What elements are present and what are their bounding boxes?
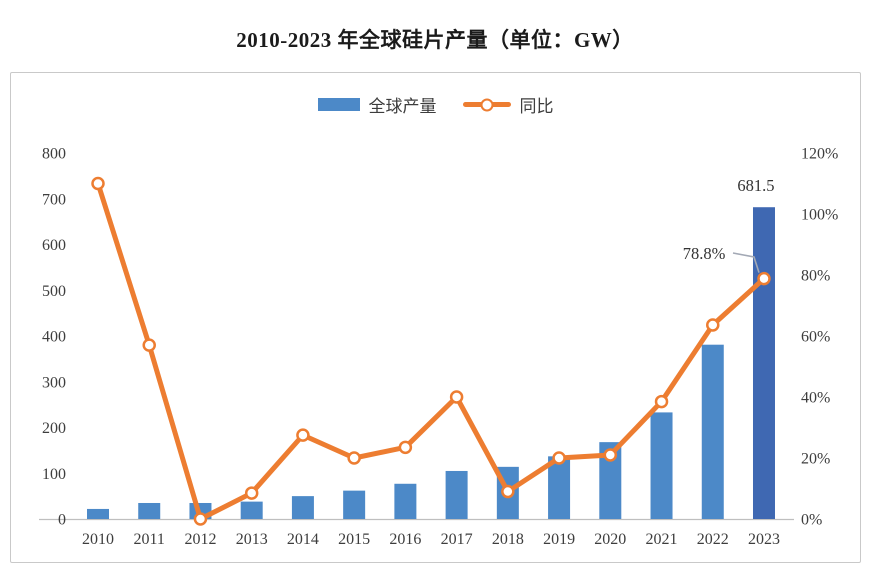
x-axis-label-2011: 2011 xyxy=(134,531,165,548)
yoy-marker-2014 xyxy=(296,428,310,442)
yoy-marker-2023 xyxy=(757,271,771,286)
bar-2013 xyxy=(240,501,263,519)
yoy-marker-2020 xyxy=(603,448,618,462)
yoy-marker-2018 xyxy=(501,484,515,499)
x-axis-label-2015: 2015 xyxy=(338,531,370,548)
data-label-2023-production: 681.5 xyxy=(737,176,774,195)
yoy-marker-2011 xyxy=(142,338,156,352)
right-axis-tick-60%: 60% xyxy=(801,329,830,346)
chart-title: 2010-2023 年全球硅片产量（单位：GW） xyxy=(236,28,634,52)
bar-2022 xyxy=(701,344,724,519)
x-axis-label-2019: 2019 xyxy=(543,531,575,548)
left-axis-tick-200: 200 xyxy=(42,420,66,437)
x-axis-label-2017: 2017 xyxy=(441,531,473,548)
legend-label-production: 全球产量 xyxy=(368,97,437,116)
bar-2011 xyxy=(138,502,161,519)
bar-2010 xyxy=(87,508,109,519)
yoy-line xyxy=(95,181,767,522)
yoy-marker-2012 xyxy=(193,512,208,526)
x-axis-label-2021: 2021 xyxy=(646,531,678,548)
annotation-leader-line xyxy=(732,252,760,273)
left-axis-tick-100: 100 xyxy=(42,466,66,483)
yoy-marker-2022 xyxy=(706,318,720,332)
right-axis-tick-0%: 0% xyxy=(801,512,822,529)
bar-2014 xyxy=(291,496,314,519)
right-axis-tick-80%: 80% xyxy=(801,268,830,285)
right-axis-tick-40%: 40% xyxy=(801,390,830,407)
bar-2023 xyxy=(752,207,775,519)
line-series-swatch-icon xyxy=(462,98,511,111)
legend-label-yoy: 同比 xyxy=(519,97,554,116)
right-axis-tick-100%: 100% xyxy=(801,207,838,224)
bar-2020 xyxy=(599,442,622,519)
legend: 全球产量 同比 xyxy=(11,92,860,117)
yoy-marker-2010 xyxy=(91,176,105,191)
yoy-marker-2016 xyxy=(398,440,413,455)
x-axis-label-2018: 2018 xyxy=(492,531,524,548)
yoy-marker-2021 xyxy=(654,394,669,409)
yoy-marker-2013 xyxy=(244,486,259,500)
plot-area: 0 100 200 300 400 500 600 700 800 0% 20% 40% 60% 80% 1… xyxy=(39,146,838,548)
left-axis-tick-300: 300 xyxy=(42,374,66,391)
line-marker-icon xyxy=(480,98,493,111)
legend-item-production: 全球产量 xyxy=(317,92,437,117)
x-axis-label-2020: 2020 xyxy=(594,531,626,548)
bar-2019 xyxy=(548,456,571,519)
data-label-2023-yoy: 78.8% xyxy=(683,244,726,263)
left-axis-tick-600: 600 xyxy=(42,237,66,254)
yoy-marker-2017 xyxy=(449,390,464,404)
left-axis-tick-400: 400 xyxy=(42,329,66,346)
x-axis-label-2023: 2023 xyxy=(748,531,780,548)
x-axis-label-2012: 2012 xyxy=(184,531,216,548)
bar-2017 xyxy=(445,470,468,519)
x-axis-label-2014: 2014 xyxy=(287,531,319,548)
x-axis-label-2013: 2013 xyxy=(236,531,268,548)
left-axis-tick-800: 800 xyxy=(42,146,66,163)
left-axis-tick-0: 0 xyxy=(58,512,66,529)
bar-2015 xyxy=(343,490,366,519)
yoy-marker-2015 xyxy=(347,451,361,465)
x-axis-label-2016: 2016 xyxy=(389,531,421,548)
x-axis-label-2010: 2010 xyxy=(82,531,114,548)
bar-2021 xyxy=(650,412,673,519)
right-axis-tick-120%: 120% xyxy=(801,146,838,163)
chart-frame: 全球产量 同比 0 100 200 300 400 500 600 700 800 0% 20% 40… xyxy=(10,72,861,563)
left-axis-tick-700: 700 xyxy=(42,191,66,208)
bar-2016 xyxy=(394,483,417,519)
left-axis-tick-500: 500 xyxy=(42,283,66,300)
bar-series-swatch-icon xyxy=(317,98,360,111)
legend-item-yoy: 同比 xyxy=(462,92,554,117)
x-axis-label-2022: 2022 xyxy=(697,531,729,548)
right-axis-tick-20%: 20% xyxy=(801,451,830,468)
yoy-marker-2019 xyxy=(552,451,566,465)
